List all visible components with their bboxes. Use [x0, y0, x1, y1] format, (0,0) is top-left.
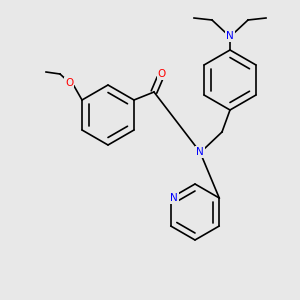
Text: O: O [158, 69, 166, 79]
Text: N: N [170, 193, 178, 203]
Text: N: N [196, 147, 204, 157]
Text: N: N [226, 31, 234, 41]
Text: O: O [65, 78, 73, 88]
